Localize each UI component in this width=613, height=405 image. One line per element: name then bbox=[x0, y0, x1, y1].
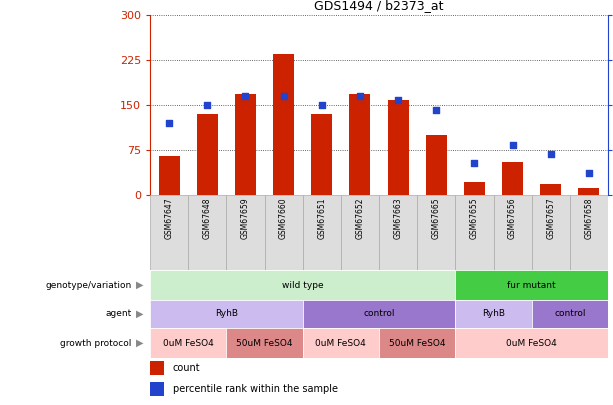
Text: growth protocol: growth protocol bbox=[60, 339, 132, 347]
Point bbox=[240, 93, 250, 99]
Bar bbox=[159, 156, 180, 195]
Bar bbox=[226, 328, 303, 358]
Text: GSM67665: GSM67665 bbox=[432, 197, 441, 239]
Bar bbox=[235, 94, 256, 195]
Bar bbox=[379, 195, 417, 270]
Title: GDS1494 / b2373_at: GDS1494 / b2373_at bbox=[314, 0, 444, 13]
Bar bbox=[150, 195, 188, 270]
Bar bbox=[455, 270, 608, 300]
Text: RyhB: RyhB bbox=[215, 309, 238, 318]
Text: control: control bbox=[554, 309, 585, 318]
Text: percentile rank within the sample: percentile rank within the sample bbox=[173, 384, 338, 394]
Text: fur mutant: fur mutant bbox=[508, 281, 556, 290]
Point bbox=[508, 141, 517, 148]
Text: 50uM FeSO4: 50uM FeSO4 bbox=[236, 339, 293, 347]
Text: RyhB: RyhB bbox=[482, 309, 505, 318]
Bar bbox=[531, 300, 608, 328]
Bar bbox=[303, 300, 455, 328]
Bar bbox=[455, 195, 493, 270]
Point bbox=[164, 120, 174, 126]
Text: 0uM FeSO4: 0uM FeSO4 bbox=[316, 339, 366, 347]
Bar bbox=[417, 195, 455, 270]
Text: GSM67655: GSM67655 bbox=[470, 197, 479, 239]
Point bbox=[546, 150, 555, 157]
Bar bbox=[341, 195, 379, 270]
Bar bbox=[197, 114, 218, 195]
Text: ▶: ▶ bbox=[136, 280, 144, 290]
Text: GSM67663: GSM67663 bbox=[394, 197, 403, 239]
Bar bbox=[311, 114, 332, 195]
Bar bbox=[426, 135, 447, 195]
Bar bbox=[303, 328, 379, 358]
Point bbox=[470, 159, 479, 166]
Bar bbox=[264, 195, 303, 270]
Point bbox=[317, 102, 327, 108]
Text: 0uM FeSO4: 0uM FeSO4 bbox=[506, 339, 557, 347]
Bar bbox=[150, 361, 164, 375]
Text: count: count bbox=[173, 363, 200, 373]
Bar bbox=[579, 188, 600, 195]
Bar bbox=[349, 94, 370, 195]
Text: GSM67648: GSM67648 bbox=[203, 197, 211, 239]
Bar bbox=[273, 54, 294, 195]
Text: ▶: ▶ bbox=[136, 338, 144, 348]
Bar bbox=[493, 195, 531, 270]
Bar bbox=[455, 300, 531, 328]
Text: 0uM FeSO4: 0uM FeSO4 bbox=[163, 339, 213, 347]
Text: GSM67658: GSM67658 bbox=[584, 197, 593, 239]
Bar bbox=[464, 182, 485, 195]
Bar bbox=[387, 100, 409, 195]
Bar bbox=[531, 195, 570, 270]
Text: ▶: ▶ bbox=[136, 309, 144, 319]
Point bbox=[393, 96, 403, 103]
Bar bbox=[455, 328, 608, 358]
Text: genotype/variation: genotype/variation bbox=[45, 281, 132, 290]
Text: GSM67656: GSM67656 bbox=[508, 197, 517, 239]
Point bbox=[202, 102, 212, 108]
Text: GSM67647: GSM67647 bbox=[164, 197, 173, 239]
Text: GSM67651: GSM67651 bbox=[318, 197, 326, 239]
Bar bbox=[150, 300, 303, 328]
Bar bbox=[570, 195, 608, 270]
Text: 50uM FeSO4: 50uM FeSO4 bbox=[389, 339, 446, 347]
Point bbox=[279, 93, 289, 99]
Point bbox=[432, 107, 441, 114]
Bar bbox=[150, 270, 455, 300]
Text: GSM67659: GSM67659 bbox=[241, 197, 250, 239]
Point bbox=[584, 170, 594, 177]
Bar bbox=[226, 195, 264, 270]
Bar bbox=[303, 195, 341, 270]
Point bbox=[355, 93, 365, 99]
Bar bbox=[150, 328, 226, 358]
Text: agent: agent bbox=[105, 309, 132, 318]
Text: GSM67660: GSM67660 bbox=[279, 197, 288, 239]
Text: control: control bbox=[364, 309, 395, 318]
Bar bbox=[502, 162, 523, 195]
Text: wild type: wild type bbox=[282, 281, 324, 290]
Bar bbox=[379, 328, 455, 358]
Bar bbox=[188, 195, 226, 270]
Bar bbox=[540, 184, 562, 195]
Text: GSM67657: GSM67657 bbox=[546, 197, 555, 239]
Text: GSM67652: GSM67652 bbox=[356, 197, 364, 239]
Bar bbox=[150, 382, 164, 396]
